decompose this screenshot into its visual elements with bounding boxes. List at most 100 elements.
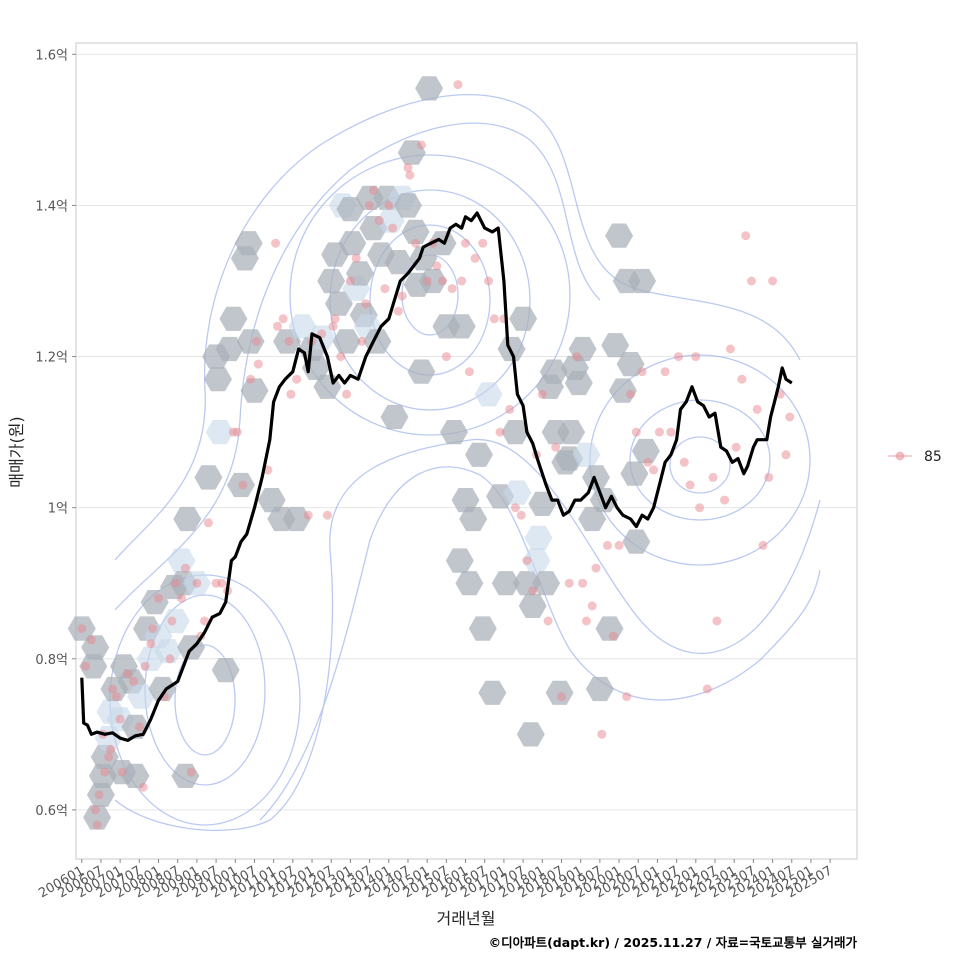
legend-key-point <box>895 451 905 461</box>
scatter-point <box>457 276 467 286</box>
hexbin-cell <box>564 370 593 396</box>
density-contour <box>174 644 236 756</box>
scatter-point <box>92 820 102 830</box>
scatter-point <box>422 276 432 286</box>
hexbin-cell <box>539 359 568 384</box>
hexbin-cell <box>572 442 601 467</box>
hexbin-cell <box>524 525 553 550</box>
scatter-point <box>758 540 768 550</box>
scatter-point <box>345 276 355 286</box>
scatter-point <box>666 427 676 437</box>
scatter-point <box>691 352 701 362</box>
hexbin-cell <box>127 684 156 709</box>
scatter-point <box>564 578 574 588</box>
scatter-point <box>90 805 100 815</box>
hexbin-cell <box>451 488 480 513</box>
scatter-point <box>351 253 361 263</box>
scatter-point <box>528 586 538 596</box>
y-tick-label: 1억 <box>48 502 68 517</box>
hexbin-cell <box>336 197 365 222</box>
scatter-point <box>781 450 791 460</box>
hexbin-cell <box>288 314 317 339</box>
hexbin-cell <box>491 571 520 596</box>
caption: ©디아파트(dapt.kr) / 2025.11.27 / 자료=국토교통부 실… <box>489 935 858 950</box>
hexbin-cell <box>503 480 532 505</box>
hexbin-cell <box>616 352 645 377</box>
scatter-point <box>336 352 346 362</box>
y-axis-ticks: 0.6억 0.8억 1억 1.2억 1.4억 1.6억 <box>35 48 76 819</box>
scatter-point <box>416 140 426 150</box>
hexbin-cell <box>631 438 660 464</box>
scatter-points <box>77 80 795 830</box>
scatter-point <box>679 457 689 467</box>
scatter-point <box>674 352 683 362</box>
scatter-point <box>217 578 227 588</box>
scatter-point <box>167 616 177 626</box>
scatter-point <box>94 790 104 800</box>
density-contour <box>289 154 571 436</box>
scatter-point <box>186 767 196 777</box>
scatter-point <box>741 231 751 241</box>
scatter-point <box>171 578 181 588</box>
hexbin-cell <box>148 676 177 702</box>
scatter-point <box>123 669 133 679</box>
scatter-point <box>278 314 288 324</box>
scatter-point <box>322 510 332 520</box>
scatter-point <box>177 593 186 603</box>
scatter-point <box>489 314 499 324</box>
hexbin-cell <box>628 268 657 294</box>
density-contour <box>259 466 821 821</box>
scatter-point <box>712 616 722 626</box>
scatter-point <box>393 306 403 316</box>
hexbin-cell <box>394 193 422 218</box>
scatter-point <box>578 578 588 588</box>
scatter-point <box>138 782 148 792</box>
hexbin-cell <box>338 231 367 256</box>
hexbin-cell <box>582 465 610 490</box>
scatter-point <box>587 601 597 611</box>
hexbin-cell <box>518 593 547 618</box>
x-axis-title: 거래년월 <box>437 909 496 928</box>
scatter-point <box>505 404 515 414</box>
scatter-point <box>330 314 340 324</box>
scatter-point <box>484 276 494 286</box>
scatter-point <box>411 238 421 248</box>
legend: 85 <box>888 449 942 465</box>
scatter-point <box>203 518 213 528</box>
scatter-point <box>522 556 532 566</box>
scatter-point <box>134 722 144 732</box>
scatter-point <box>637 367 647 377</box>
scatter-point <box>81 661 91 671</box>
hexbin-cell <box>605 223 634 248</box>
scatter-point <box>591 563 601 573</box>
scatter-point <box>232 427 242 437</box>
scatter-point <box>557 692 566 702</box>
scatter-point <box>146 639 156 649</box>
scatter-point <box>374 216 384 226</box>
scatter-point <box>695 503 705 513</box>
scatter-point <box>495 427 505 437</box>
y-tick-label: 0.8억 <box>35 653 68 668</box>
scatter-point <box>516 510 526 520</box>
hexbin-cell <box>376 208 405 233</box>
scatter-point <box>140 661 150 671</box>
scatter-point <box>432 261 442 271</box>
hexbin-cell <box>455 571 484 596</box>
hexbin-cell <box>585 676 614 702</box>
hexbin-cell <box>234 231 263 256</box>
hexbin-cell <box>240 378 269 403</box>
hexbin-cell <box>415 76 444 101</box>
scatter-point <box>603 540 612 550</box>
scatter-point <box>328 321 338 331</box>
hexbin-cell <box>474 382 503 407</box>
scatter-point <box>286 389 296 399</box>
hexbin-cell <box>447 314 476 339</box>
scatter-point <box>106 744 115 754</box>
hexbin-cell <box>83 805 112 830</box>
scatter-point <box>115 714 125 724</box>
y-tick-label: 1.6억 <box>35 48 68 63</box>
scatter-point <box>200 616 210 626</box>
hexbin-cell <box>622 529 651 554</box>
hexbin-cell <box>204 367 232 392</box>
